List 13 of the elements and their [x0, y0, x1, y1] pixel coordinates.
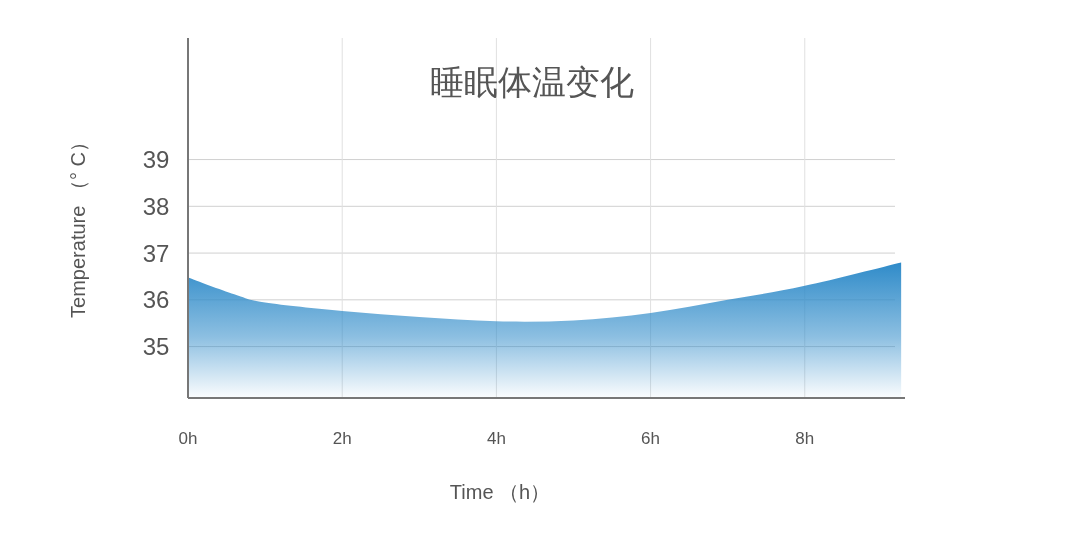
- x-tick-label: 2h: [332, 428, 352, 448]
- x-tick-label: 8h: [795, 428, 815, 448]
- y-axis-title: Temperature （° C）: [67, 132, 89, 318]
- y-tick-label: 36: [142, 286, 170, 314]
- y-tick-label: 35: [142, 333, 170, 361]
- text: 睡眠体温变化: [430, 62, 634, 102]
- x-tick-label: 6h: [641, 428, 661, 448]
- y-tick-label: 39: [142, 146, 170, 174]
- x-tick-label: 0h: [178, 428, 198, 448]
- y-tick-label: 37: [142, 239, 170, 267]
- x-axis-title: Time （h）: [449, 481, 551, 503]
- x-tick-label: 4h: [486, 428, 506, 448]
- y-tick-label: 38: [142, 192, 170, 220]
